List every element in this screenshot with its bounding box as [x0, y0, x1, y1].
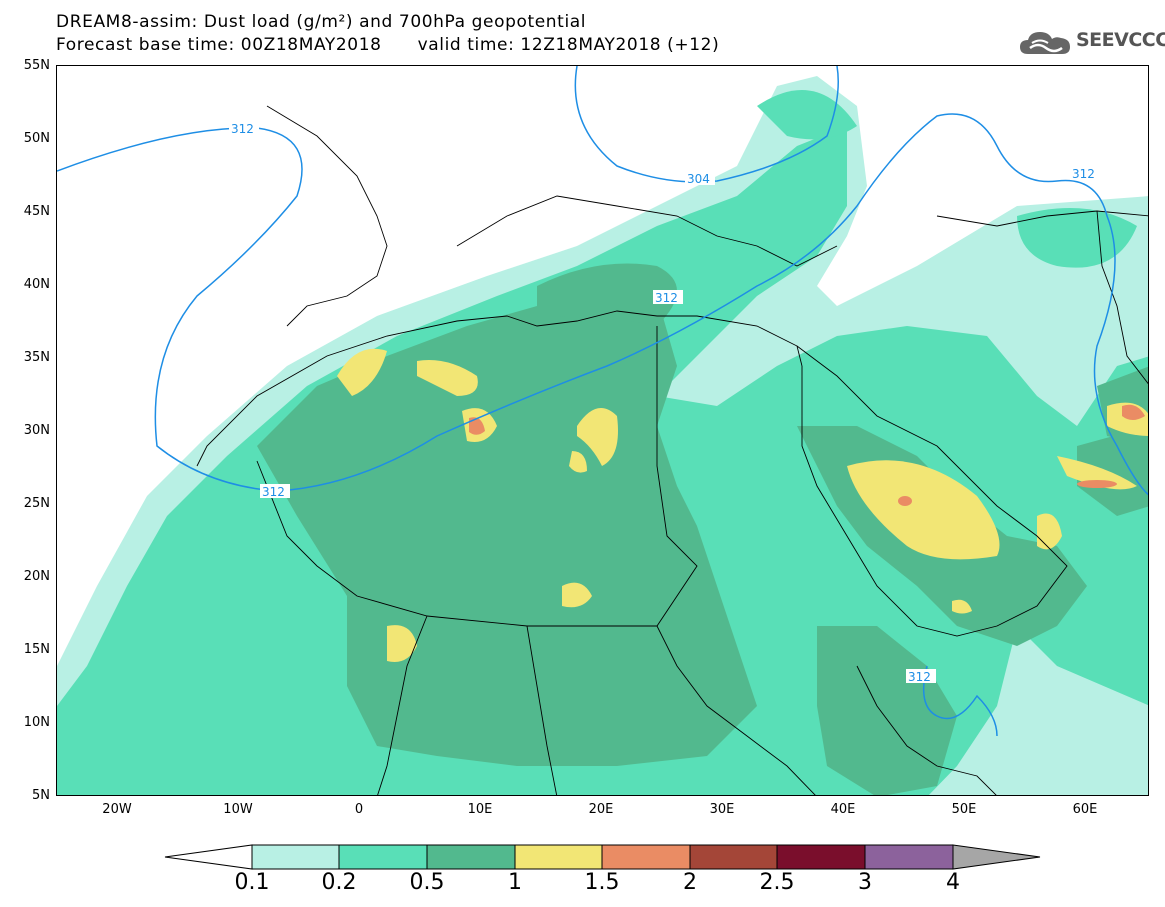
lon-label: 50E: [951, 802, 977, 817]
chart-subtitle: Forecast base time: 00Z18MAY2018 valid t…: [56, 35, 720, 55]
colorbar-segment: [601, 844, 691, 870]
colorbar-segment: [251, 844, 340, 870]
colorbar-label: 0.2: [321, 870, 357, 895]
lat-label: 20N: [23, 569, 50, 584]
lat-label: 40N: [23, 277, 50, 292]
contour-labels: 312 312 304 312 312 312: [229, 121, 1100, 684]
geopotential-contours: [57, 66, 1148, 737]
lon-label: 10E: [467, 802, 493, 817]
seevccc-logo: SEEVCCC: [1018, 26, 1165, 60]
lat-label: 15N: [23, 642, 50, 657]
dust-map-svg: 312 312 304 312 312 312: [57, 66, 1148, 795]
contour-label: 312: [262, 485, 285, 499]
lat-label: 30N: [23, 423, 50, 438]
lon-label: 60E: [1072, 802, 1098, 817]
dust-map: 312 312 304 312 312 312: [56, 65, 1149, 796]
cloud-icon: [1020, 32, 1070, 54]
colorbar-label: 1.5: [584, 870, 620, 895]
colorbar-label: 0.1: [234, 870, 270, 895]
colorbar-low-triangle: [164, 844, 253, 870]
lon-label: 0: [354, 802, 364, 817]
dust-layer-1.5: [469, 404, 1145, 506]
colorbar-label: 0.5: [409, 870, 445, 895]
contour-label: 304: [687, 172, 710, 186]
contour-label: 312: [1072, 167, 1095, 181]
colorbar: [164, 844, 1041, 870]
lon-label: 30E: [709, 802, 735, 817]
lat-label: 25N: [23, 496, 50, 511]
lat-label: 50N: [23, 131, 50, 146]
colorbar-segment: [864, 844, 954, 870]
lon-label: 20W: [102, 802, 132, 817]
colorbar-segment: [338, 844, 428, 870]
contour-label: 312: [231, 122, 254, 136]
contour-label: 312: [908, 670, 931, 684]
contour-label: 312: [655, 291, 678, 305]
lon-label: 20E: [588, 802, 614, 817]
colorbar-high-triangle: [952, 844, 1041, 870]
colorbar-segment: [514, 844, 603, 870]
colorbar-segment: [776, 844, 866, 870]
lon-label: 40E: [830, 802, 856, 817]
lat-label: 55N: [23, 58, 50, 73]
lat-label: 35N: [23, 350, 50, 365]
colorbar-segment: [426, 844, 516, 870]
colorbar-label: 2.5: [759, 870, 795, 895]
country-borders: [196, 105, 1148, 795]
colorbar-label: 4: [946, 870, 960, 895]
colorbar-label: 1: [508, 870, 522, 895]
logo-text: SEEVCCC: [1076, 29, 1165, 51]
colorbar-label: 2: [683, 870, 697, 895]
lon-label: 10W: [223, 802, 253, 817]
lat-label: 10N: [23, 715, 50, 730]
colorbar-segment: [689, 844, 778, 870]
chart-title: DREAM8-assim: Dust load (g/m²) and 700hP…: [56, 12, 587, 32]
colorbar-label: 3: [858, 870, 872, 895]
lat-label: 45N: [23, 204, 50, 219]
lat-label: 5N: [32, 788, 50, 803]
